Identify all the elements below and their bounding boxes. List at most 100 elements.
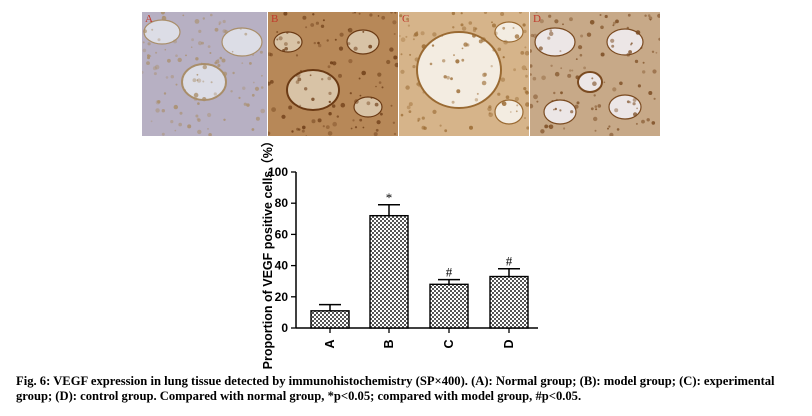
stained-nucleus [190, 46, 193, 48]
stained-nucleus [493, 31, 498, 36]
stained-nucleus [548, 125, 551, 128]
stained-nucleus [443, 75, 447, 79]
stained-nucleus [593, 116, 598, 122]
stained-nucleus [536, 100, 539, 103]
stained-nucleus [497, 92, 501, 96]
stained-nucleus [544, 124, 549, 129]
panel-label-a: A [145, 13, 153, 25]
stained-nucleus [422, 91, 425, 94]
stained-nucleus [217, 64, 221, 67]
stained-nucleus [524, 46, 527, 49]
micrograph-panel-a: A [142, 12, 267, 136]
stained-nucleus [409, 53, 412, 56]
y-tick-label: 80 [275, 196, 289, 210]
stained-nucleus [302, 15, 307, 20]
stained-nucleus [213, 92, 217, 96]
stained-nucleus [260, 108, 265, 114]
stained-nucleus [175, 54, 178, 57]
stained-nucleus [276, 38, 279, 41]
stained-nucleus [177, 57, 182, 63]
stained-nucleus [551, 100, 554, 103]
stained-nucleus [336, 115, 339, 118]
stained-nucleus [611, 44, 615, 48]
stained-nucleus [632, 102, 636, 106]
stained-nucleus [593, 94, 596, 97]
stained-nucleus [322, 19, 325, 22]
stained-nucleus [170, 75, 174, 79]
stained-nucleus [393, 55, 398, 60]
stained-nucleus [632, 98, 637, 102]
stained-nucleus [326, 39, 329, 42]
alveolus-space [543, 99, 577, 125]
stained-nucleus [652, 69, 657, 74]
x-tick-label: A [323, 339, 337, 348]
stained-nucleus [321, 78, 324, 81]
stained-nucleus [381, 15, 386, 20]
stained-nucleus [525, 102, 529, 107]
stained-nucleus [232, 71, 235, 75]
stained-nucleus [193, 96, 198, 101]
stained-nucleus [615, 19, 619, 24]
stained-nucleus [408, 102, 413, 107]
stained-nucleus [514, 96, 519, 102]
stained-nucleus [502, 56, 505, 59]
stained-nucleus [635, 122, 638, 125]
stained-nucleus [269, 53, 273, 57]
stained-nucleus [488, 112, 491, 115]
stained-nucleus [195, 114, 199, 118]
significance-marker: # [506, 254, 513, 269]
stained-nucleus [374, 102, 379, 107]
stained-nucleus [271, 107, 276, 112]
stained-nucleus [291, 130, 294, 133]
stained-nucleus [259, 50, 263, 54]
stained-nucleus [390, 12, 393, 14]
y-axis-label: Proportion of VEGF positive cells（%） [260, 135, 275, 370]
stained-nucleus [487, 106, 492, 112]
stained-nucleus [347, 27, 353, 33]
stained-nucleus [393, 33, 396, 35]
stained-nucleus [350, 127, 353, 130]
stained-nucleus [452, 26, 455, 29]
stained-nucleus [147, 54, 150, 57]
stained-nucleus [627, 13, 631, 17]
stained-nucleus [501, 102, 504, 105]
stained-nucleus [327, 65, 331, 69]
stained-nucleus [648, 91, 653, 95]
stained-nucleus [175, 83, 178, 86]
stained-nucleus [619, 81, 623, 86]
stained-nucleus [301, 129, 305, 133]
stained-nucleus [317, 118, 322, 123]
stained-nucleus [352, 12, 354, 14]
stained-nucleus [359, 94, 362, 97]
stained-nucleus [251, 128, 255, 131]
stained-nucleus [362, 126, 365, 129]
stained-nucleus [580, 34, 584, 38]
stained-nucleus [532, 76, 537, 81]
stained-nucleus [512, 27, 515, 29]
alveolus-space [606, 28, 644, 56]
micrograph-panel-d: D [530, 12, 660, 136]
stained-nucleus [332, 104, 336, 108]
stained-nucleus [161, 15, 167, 21]
stained-nucleus [390, 104, 393, 107]
stained-nucleus [442, 59, 446, 63]
stained-nucleus [305, 26, 308, 29]
stained-nucleus [579, 53, 583, 57]
stained-nucleus [376, 120, 381, 125]
stained-nucleus [472, 28, 477, 32]
stained-nucleus [594, 105, 598, 108]
stained-nucleus [420, 31, 425, 36]
bar [369, 214, 409, 329]
stained-nucleus [241, 62, 244, 64]
stained-nucleus [163, 92, 167, 95]
stained-nucleus [174, 129, 177, 132]
stained-nucleus [340, 102, 346, 108]
stained-nucleus [309, 74, 312, 77]
stained-nucleus [560, 91, 563, 95]
stained-nucleus [147, 56, 150, 60]
stained-nucleus [217, 58, 220, 61]
x-tick-label: C [442, 339, 456, 348]
stained-nucleus [224, 29, 228, 34]
stained-nucleus [439, 124, 442, 127]
stained-nucleus [178, 122, 182, 127]
